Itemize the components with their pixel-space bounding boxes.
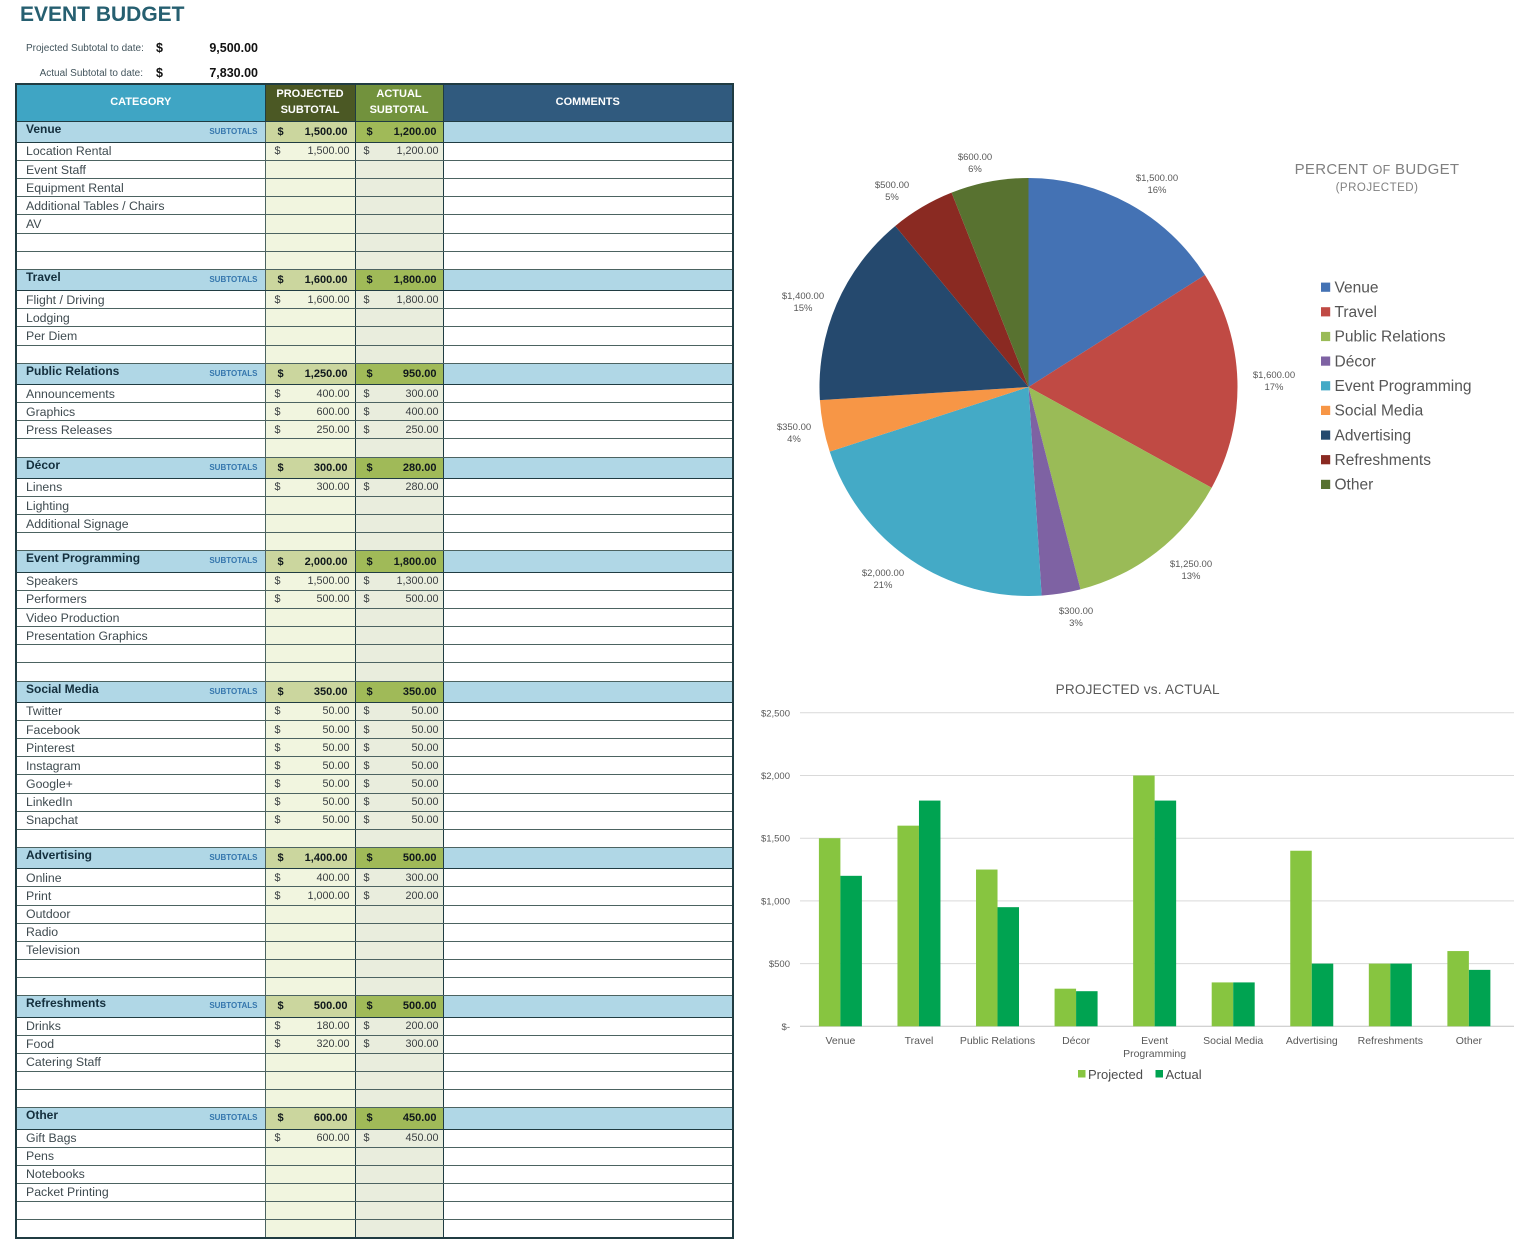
- svg-text:$1,000: $1,000: [761, 896, 790, 907]
- svg-text:Other: Other: [1335, 477, 1374, 494]
- svg-text:$1,500.00: $1,500.00: [1136, 173, 1178, 184]
- svg-text:Travel: Travel: [1335, 304, 1378, 321]
- svg-text:Venue: Venue: [826, 1035, 856, 1047]
- svg-text:$1,600.00: $1,600.00: [1253, 370, 1295, 381]
- svg-text:Refreshments: Refreshments: [1335, 452, 1432, 469]
- svg-text:PROJECTED vs. ACTUAL: PROJECTED vs. ACTUAL: [1056, 682, 1220, 697]
- svg-text:13%: 13%: [1181, 571, 1201, 582]
- svg-text:Décor: Décor: [1335, 353, 1376, 370]
- svg-text:Advertising: Advertising: [1335, 427, 1412, 444]
- svg-text:$1,250.00: $1,250.00: [1170, 559, 1212, 570]
- svg-text:Event Programming: Event Programming: [1335, 378, 1472, 395]
- svg-text:Programming: Programming: [1123, 1048, 1186, 1060]
- svg-text:16%: 16%: [1147, 185, 1167, 196]
- svg-text:(PROJECTED): (PROJECTED): [1336, 182, 1419, 194]
- svg-text:Venue: Venue: [1335, 279, 1379, 296]
- svg-text:4%: 4%: [787, 434, 801, 445]
- svg-text:17%: 17%: [1264, 382, 1284, 393]
- svg-text:Social Media: Social Media: [1335, 403, 1424, 420]
- svg-text:Social Media: Social Media: [1203, 1035, 1263, 1047]
- svg-text:$1,400.00: $1,400.00: [782, 291, 824, 302]
- svg-text:$2,000.00: $2,000.00: [862, 568, 904, 579]
- svg-text:21%: 21%: [873, 580, 893, 591]
- svg-text:$600.00: $600.00: [958, 152, 992, 163]
- svg-text:$1,500: $1,500: [761, 834, 790, 845]
- svg-text:Advertising: Advertising: [1286, 1035, 1338, 1047]
- svg-text:Actual: Actual: [1166, 1067, 1202, 1082]
- svg-text:$-: $-: [782, 1022, 790, 1033]
- svg-text:Refreshments: Refreshments: [1358, 1035, 1423, 1047]
- svg-text:$500: $500: [769, 959, 790, 970]
- svg-text:Public Relations: Public Relations: [1335, 329, 1446, 346]
- svg-text:5%: 5%: [885, 192, 899, 203]
- svg-text:$350.00: $350.00: [777, 422, 811, 433]
- svg-text:Event: Event: [1141, 1035, 1168, 1047]
- svg-text:Décor: Décor: [1062, 1035, 1091, 1047]
- svg-text:Projected: Projected: [1088, 1067, 1143, 1082]
- svg-text:6%: 6%: [968, 164, 982, 175]
- svg-text:Public Relations: Public Relations: [960, 1035, 1035, 1047]
- svg-text:3%: 3%: [1069, 618, 1083, 629]
- svg-text:Other: Other: [1456, 1035, 1483, 1047]
- svg-text:$300.00: $300.00: [1059, 606, 1093, 617]
- svg-text:15%: 15%: [793, 303, 813, 314]
- svg-text:$500.00: $500.00: [875, 180, 909, 191]
- svg-text:$2,500: $2,500: [761, 708, 790, 719]
- svg-text:Travel: Travel: [905, 1035, 934, 1047]
- svg-text:$2,000: $2,000: [761, 771, 790, 782]
- svg-text:PERCENT OF BUDGET: PERCENT OF BUDGET: [1295, 161, 1460, 178]
